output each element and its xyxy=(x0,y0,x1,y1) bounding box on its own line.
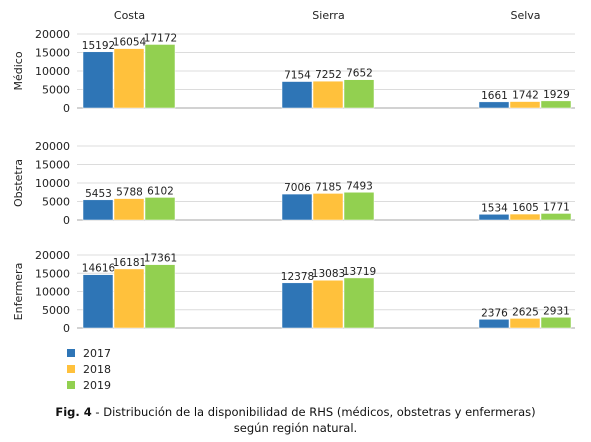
y-tick-label: 10000 xyxy=(35,286,70,299)
y-tick-label: 20000 xyxy=(35,249,70,262)
data-label: 7185 xyxy=(315,181,342,193)
data-label: 7652 xyxy=(346,68,373,80)
y-tick-label: 20000 xyxy=(35,28,70,41)
bar-2017-selva xyxy=(478,319,510,329)
y-tick-label: 15000 xyxy=(35,47,70,60)
data-label: 1605 xyxy=(512,202,539,214)
bar-2019-selva xyxy=(540,317,572,329)
bar-2019-sierra xyxy=(343,79,375,109)
y-axis-label: Obstetra xyxy=(12,159,25,207)
bar-2018-costa xyxy=(113,48,145,109)
y-tick-label: 10000 xyxy=(35,177,70,190)
legend-label-2018: 2018 xyxy=(83,363,111,376)
data-label: 5453 xyxy=(85,188,112,200)
y-tick-label: 0 xyxy=(63,214,70,227)
data-label: 15192 xyxy=(82,40,115,52)
bar-2019-sierra xyxy=(343,277,375,329)
data-label: 1661 xyxy=(481,90,508,102)
bar-2017-sierra xyxy=(281,282,313,329)
y-tick-label: 5000 xyxy=(42,304,70,317)
data-label: 2931 xyxy=(543,305,570,317)
legend-label-2019: 2019 xyxy=(83,379,111,392)
data-label: 7493 xyxy=(346,180,373,192)
bar-2019-costa xyxy=(144,264,176,329)
y-tick-label: 0 xyxy=(63,322,70,335)
y-axis-label: Médico xyxy=(12,51,25,90)
region-header-costa: Costa xyxy=(114,9,145,22)
bar-2017-selva xyxy=(478,214,510,221)
data-label: 2376 xyxy=(481,307,508,319)
data-label: 7252 xyxy=(315,69,342,81)
data-label: 1929 xyxy=(543,89,570,101)
bar-2017-selva xyxy=(478,101,510,109)
bar-2018-costa xyxy=(113,198,145,221)
bar-2018-sierra xyxy=(312,193,344,221)
bar-2018-selva xyxy=(509,101,541,109)
y-tick-label: 10000 xyxy=(35,65,70,78)
y-tick-label: 15000 xyxy=(35,267,70,280)
data-label: 1771 xyxy=(543,201,570,213)
data-label: 2625 xyxy=(512,306,539,318)
bar-2019-sierra xyxy=(343,192,375,221)
bar-2017-sierra xyxy=(281,193,313,221)
bar-2018-costa xyxy=(113,268,145,329)
y-tick-label: 0 xyxy=(63,102,70,115)
bar-2017-costa xyxy=(82,274,114,329)
data-label: 16181 xyxy=(113,257,146,269)
data-label: 1534 xyxy=(481,202,508,214)
legend-label-2017: 2017 xyxy=(83,347,111,360)
bar-2017-costa xyxy=(82,51,114,109)
data-label: 17172 xyxy=(144,32,177,44)
legend-swatch-2018 xyxy=(67,365,75,373)
data-label: 1742 xyxy=(512,90,539,102)
caption-line-1: - Distribución de la disponibilidad de R… xyxy=(91,405,536,419)
bar-2018-selva xyxy=(509,318,541,329)
legend-swatch-2019 xyxy=(67,381,75,389)
bar-2019-costa xyxy=(144,197,176,221)
region-header-selva: Selva xyxy=(510,9,540,22)
data-label: 13083 xyxy=(312,268,345,280)
y-tick-label: 5000 xyxy=(42,84,70,97)
bar-2019-selva xyxy=(540,100,572,109)
y-tick-label: 20000 xyxy=(35,140,70,153)
bar-2018-sierra xyxy=(312,80,344,109)
bar-2018-sierra xyxy=(312,279,344,329)
bar-2019-selva xyxy=(540,213,572,221)
y-tick-label: 15000 xyxy=(35,159,70,172)
data-label: 16054 xyxy=(113,37,147,49)
bar-2019-costa xyxy=(144,44,176,109)
data-label: 13719 xyxy=(343,266,376,278)
bar-2017-sierra xyxy=(281,81,313,109)
data-label: 7006 xyxy=(284,182,311,194)
bar-2018-selva xyxy=(509,213,541,221)
region-header-sierra: Sierra xyxy=(312,9,344,22)
caption-line-2: según región natural. xyxy=(233,421,358,435)
legend-swatch-2017 xyxy=(67,349,75,357)
y-axis-label: Enfermera xyxy=(12,263,25,321)
caption-label: Fig. 4 xyxy=(55,405,92,419)
data-label: 6102 xyxy=(147,185,174,197)
data-label: 14616 xyxy=(82,263,116,275)
data-label: 17361 xyxy=(144,253,177,265)
y-tick-label: 5000 xyxy=(42,196,70,209)
data-label: 12378 xyxy=(281,271,314,283)
figure-caption: Fig. 4 - Distribución de la disponibilid… xyxy=(0,404,591,436)
bar-2017-costa xyxy=(82,199,114,221)
data-label: 7154 xyxy=(284,70,311,82)
data-label: 5788 xyxy=(116,187,143,199)
